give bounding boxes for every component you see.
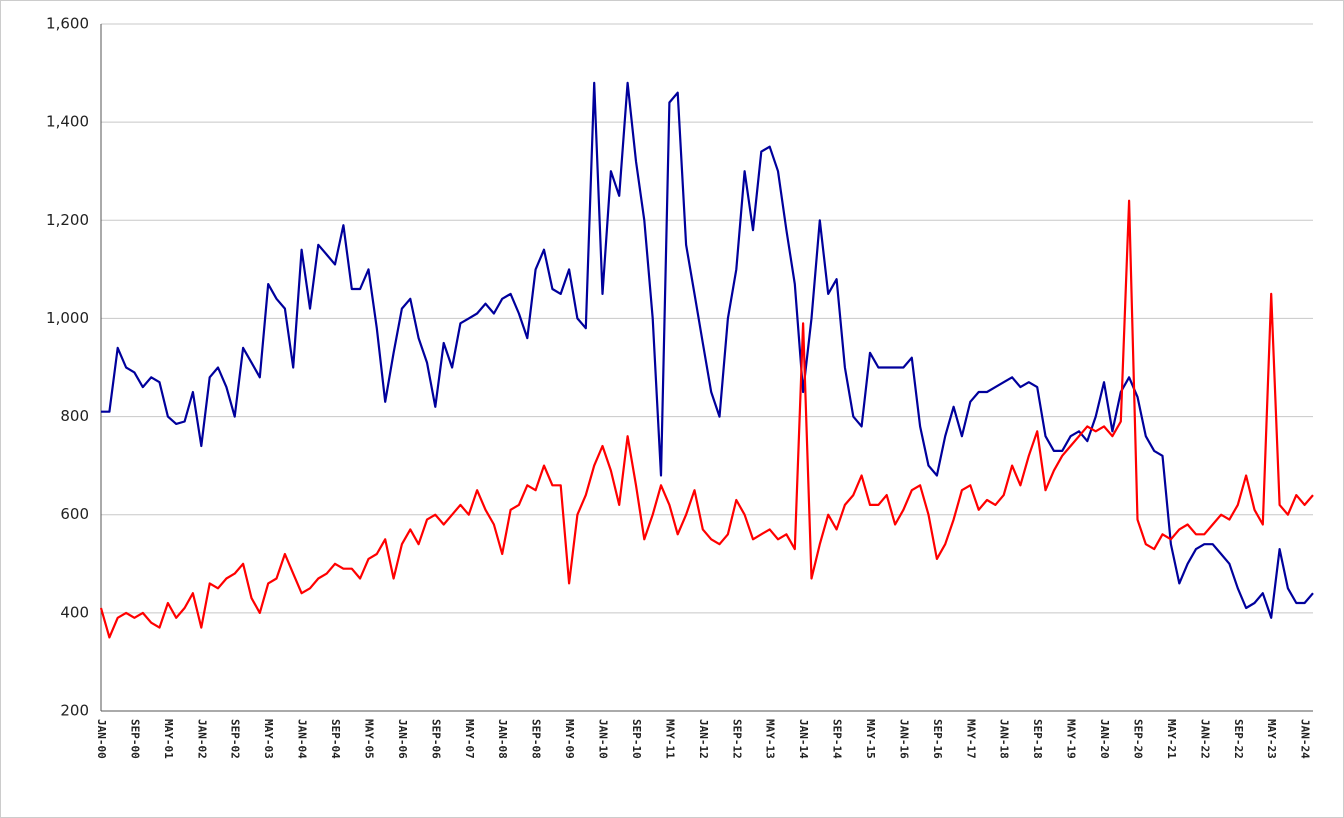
x-tick-label: SEP-04 [329,719,342,759]
y-tick-label: 1,600 [46,15,89,33]
x-tick-label: MAY-07 [463,719,476,759]
series-line [99,199,1314,639]
x-tick-label: MAY-03 [262,719,275,759]
x-tick-label: JAN-10 [597,719,610,759]
x-tick-label: MAY-15 [864,719,877,759]
y-tick-label: 1,200 [46,211,89,229]
x-tick-label: MAY-11 [663,719,676,759]
x-tick-label: JAN-08 [496,719,509,759]
x-tick-label: JAN-04 [296,719,309,759]
x-tick-label: SEP-02 [229,719,242,759]
x-tick-label: MAY-17 [964,719,977,759]
x-tick-label: MAY-13 [764,719,777,759]
x-tick-label: JAN-06 [396,719,409,759]
series-line [101,81,1314,619]
x-tick-label: MAY-19 [1065,719,1078,759]
y-tick-label: 400 [60,603,89,621]
x-tick-label: MAY-23 [1265,719,1278,759]
x-tick-label: JAN-16 [897,719,910,759]
x-tick-label: SEP-00 [128,719,141,759]
x-tick-label: SEP-14 [831,719,844,759]
x-tick-label: SEP-10 [630,719,643,759]
x-tick-label: SEP-16 [931,719,944,759]
x-tick-label: SEP-20 [1131,719,1144,759]
x-tick-label: JAN-18 [998,719,1011,759]
y-tick-label: 200 [60,702,89,720]
x-tick-label: JAN-22 [1198,719,1211,759]
y-tick-label: 1,000 [46,309,89,327]
x-tick-label: SEP-12 [730,719,743,759]
x-tick-label: JAN-24 [1299,719,1312,759]
x-tick-label: JAN-00 [95,719,108,759]
x-tick-label: MAY-21 [1165,719,1178,759]
x-tick-label: JAN-12 [697,719,710,759]
y-tick-label: 800 [60,407,89,425]
x-tick-label: SEP-22 [1232,719,1245,759]
x-tick-label: MAY-05 [362,719,375,759]
x-tick-label: JAN-20 [1098,719,1111,759]
x-tick-label: MAY-09 [563,719,576,759]
x-tick-label: JAN-02 [195,719,208,759]
y-tick-label: 1,400 [46,113,89,131]
x-tick-label: JAN-14 [797,719,810,759]
y-tick-label: 600 [60,505,89,523]
x-tick-label: MAY-01 [162,719,175,759]
x-tick-label: SEP-18 [1031,719,1044,759]
x-tick-label: SEP-08 [530,719,543,759]
x-tick-label: SEP-06 [429,719,442,759]
